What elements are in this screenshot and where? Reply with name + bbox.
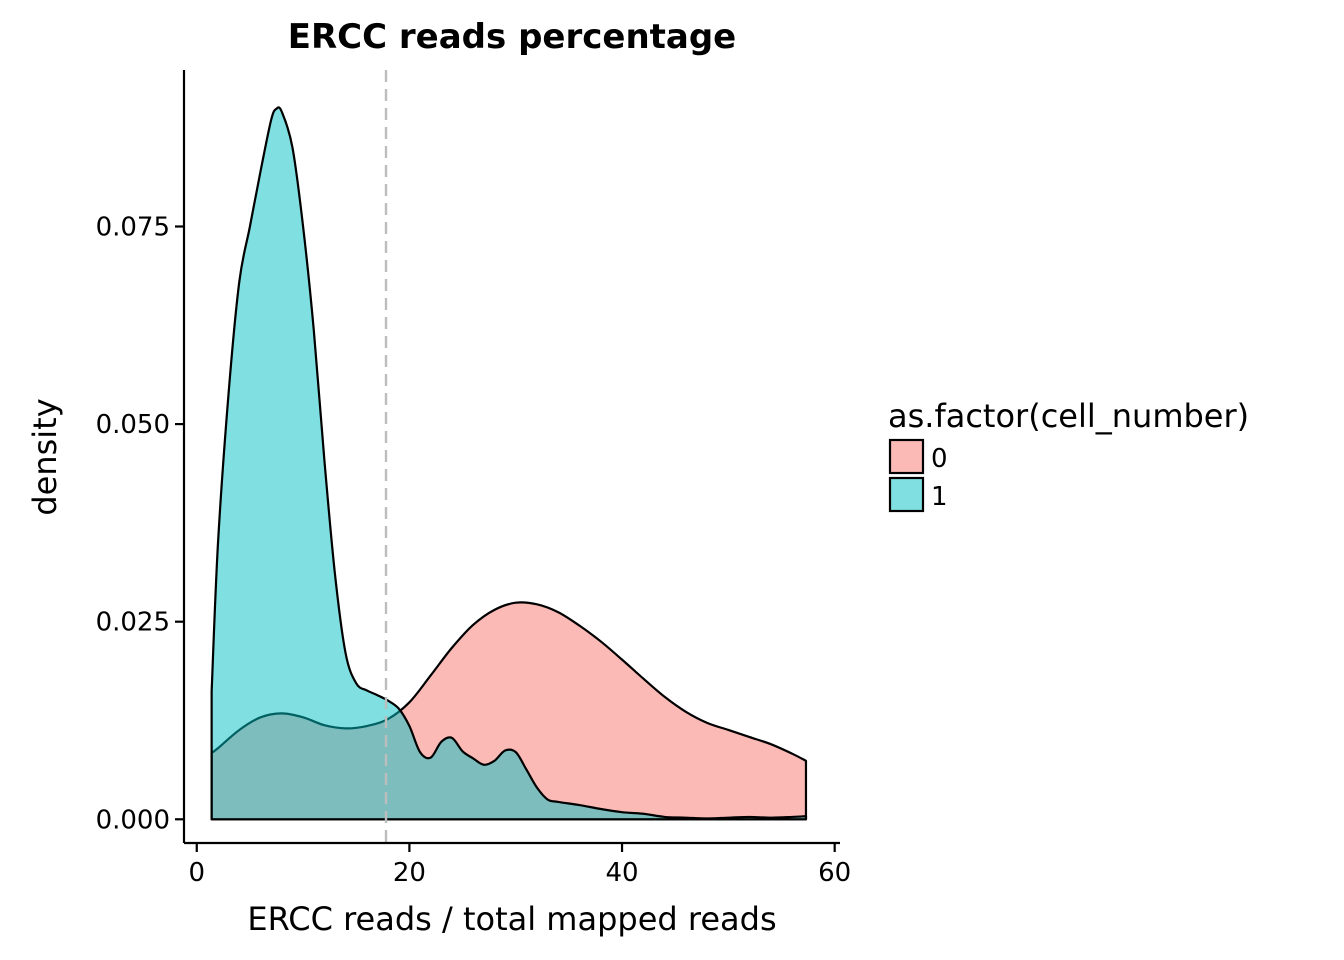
x-axis-ticks: 0 20 40 60: [188, 843, 851, 888]
legend-title: as.factor(cell_number): [888, 397, 1249, 435]
x-tick-label: 20: [393, 858, 426, 888]
legend-swatch-0: [888, 438, 925, 475]
y-tick-label: 0.050: [96, 410, 170, 440]
y-tick-label: 0.075: [96, 212, 170, 242]
legend-items: 01: [888, 438, 948, 513]
x-tick-label: 40: [605, 858, 638, 888]
y-tick-label: 0.000: [96, 805, 170, 835]
y-tick-label: 0.025: [96, 608, 170, 638]
legend-label-0: 0: [931, 444, 948, 474]
chart-title: ERCC reads percentage: [288, 17, 737, 57]
legend-swatch-1: [888, 476, 925, 513]
plot-area: [210, 70, 808, 843]
y-axis-label: density: [26, 398, 64, 515]
axes: 0.000 0.025 0.050 0.075 0 20 40 60: [96, 70, 851, 888]
y-axis-ticks: 0.000 0.025 0.050 0.075: [96, 212, 184, 835]
density-area-1: [210, 106, 808, 821]
x-tick-label: 60: [818, 858, 851, 888]
legend: as.factor(cell_number) 01: [888, 397, 1249, 513]
x-tick-label: 0: [188, 858, 205, 888]
x-axis-label: ERCC reads / total mapped reads: [247, 900, 776, 938]
legend-label-1: 1: [931, 482, 948, 512]
